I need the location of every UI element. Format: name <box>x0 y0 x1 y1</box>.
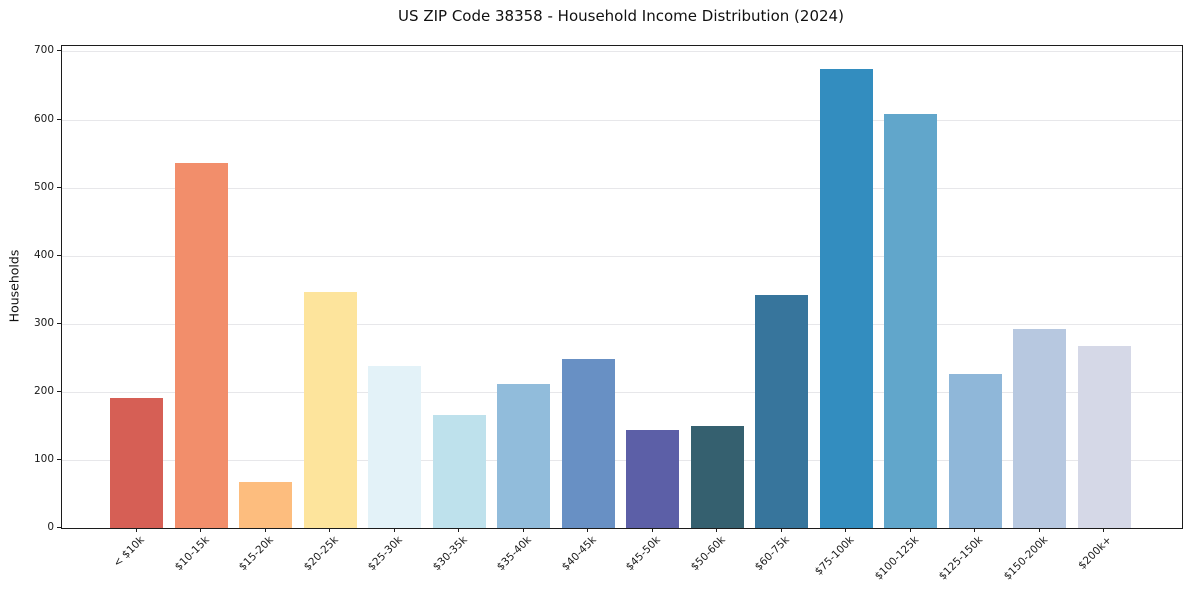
gridline <box>62 255 1182 257</box>
x-tick-label: $150-200k <box>1001 534 1050 583</box>
x-tick-label: $45-50k <box>623 534 663 574</box>
y-tick-label: 200 <box>33 384 54 397</box>
x-tick-mark <box>393 528 395 532</box>
y-tick-mark <box>57 390 61 392</box>
gridline <box>62 51 1182 53</box>
gridline <box>62 119 1182 121</box>
x-tick-mark <box>522 528 524 532</box>
x-tick-label: $15-20k <box>236 534 276 574</box>
bar <box>368 366 421 528</box>
x-tick-mark <box>909 528 911 532</box>
bar <box>626 430 679 528</box>
x-tick-mark <box>845 528 846 532</box>
gridline <box>62 459 1182 461</box>
x-tick-label: $75-100k <box>812 534 857 578</box>
x-tick-mark <box>458 528 459 532</box>
y-tick-mark <box>57 527 61 528</box>
y-tick-label: 300 <box>33 316 54 329</box>
x-tick-label: $35-40k <box>494 534 534 574</box>
x-tick-mark <box>200 528 201 532</box>
y-tick-mark <box>57 50 61 52</box>
y-tick-label: 500 <box>33 180 54 193</box>
bar <box>303 291 357 528</box>
x-tick-label: $50-60k <box>688 534 728 574</box>
bar <box>948 373 1002 528</box>
y-tick-label: 600 <box>33 112 54 125</box>
y-tick-mark <box>57 118 61 120</box>
y-tick-mark <box>57 186 61 188</box>
x-tick-label: $200k+ <box>1076 534 1115 572</box>
bar <box>690 425 744 528</box>
y-tick-mark <box>57 254 61 256</box>
x-tick-label: $100-125k <box>872 534 921 583</box>
bar <box>432 415 486 528</box>
x-tick-mark <box>1103 528 1104 532</box>
y-tick-label: 100 <box>33 452 54 465</box>
x-tick-label: $20-25k <box>301 534 341 574</box>
x-tick-mark <box>651 528 653 532</box>
x-tick-mark <box>780 528 782 532</box>
x-tick-mark <box>587 528 588 532</box>
bar <box>497 384 550 528</box>
x-tick-label: $10-15k <box>172 534 212 574</box>
gridline <box>62 323 1182 325</box>
bar <box>110 398 163 528</box>
y-tick-label: 0 <box>47 520 54 533</box>
x-tick-mark <box>1038 528 1040 532</box>
y-axis-title: Households <box>6 249 22 323</box>
x-tick-label: $30-35k <box>430 534 470 574</box>
x-tick-mark <box>264 528 266 532</box>
x-tick-label: $125-150k <box>936 534 986 583</box>
x-tick-mark <box>716 528 717 532</box>
bar <box>174 163 228 528</box>
chart-title: US ZIP Code 38358 - Household Income Dis… <box>398 7 844 25</box>
y-tick-mark <box>57 458 61 460</box>
y-tick-label: 400 <box>33 248 54 261</box>
gridline <box>62 391 1182 393</box>
gridline <box>62 187 1182 189</box>
x-tick-mark <box>135 528 137 532</box>
y-tick-label: 700 <box>33 44 54 57</box>
plot-area <box>61 45 1183 529</box>
bar <box>884 114 937 528</box>
y-tick-mark <box>57 322 61 324</box>
bar <box>239 481 292 528</box>
x-tick-mark <box>329 528 330 532</box>
bar <box>755 294 808 528</box>
x-tick-mark <box>974 528 975 532</box>
x-tick-label: $25-30k <box>365 534 405 574</box>
x-tick-label: $60-75k <box>752 534 792 574</box>
bar <box>819 69 873 528</box>
x-tick-label: < $10k <box>111 534 147 570</box>
x-tick-label: $40-45k <box>559 534 599 574</box>
bar <box>561 359 615 528</box>
bar <box>1077 345 1131 528</box>
bar <box>1013 328 1066 528</box>
